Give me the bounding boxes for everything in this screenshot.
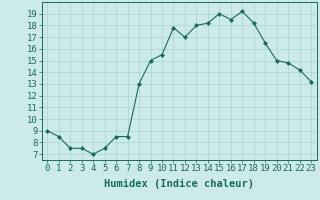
X-axis label: Humidex (Indice chaleur): Humidex (Indice chaleur): [104, 179, 254, 189]
